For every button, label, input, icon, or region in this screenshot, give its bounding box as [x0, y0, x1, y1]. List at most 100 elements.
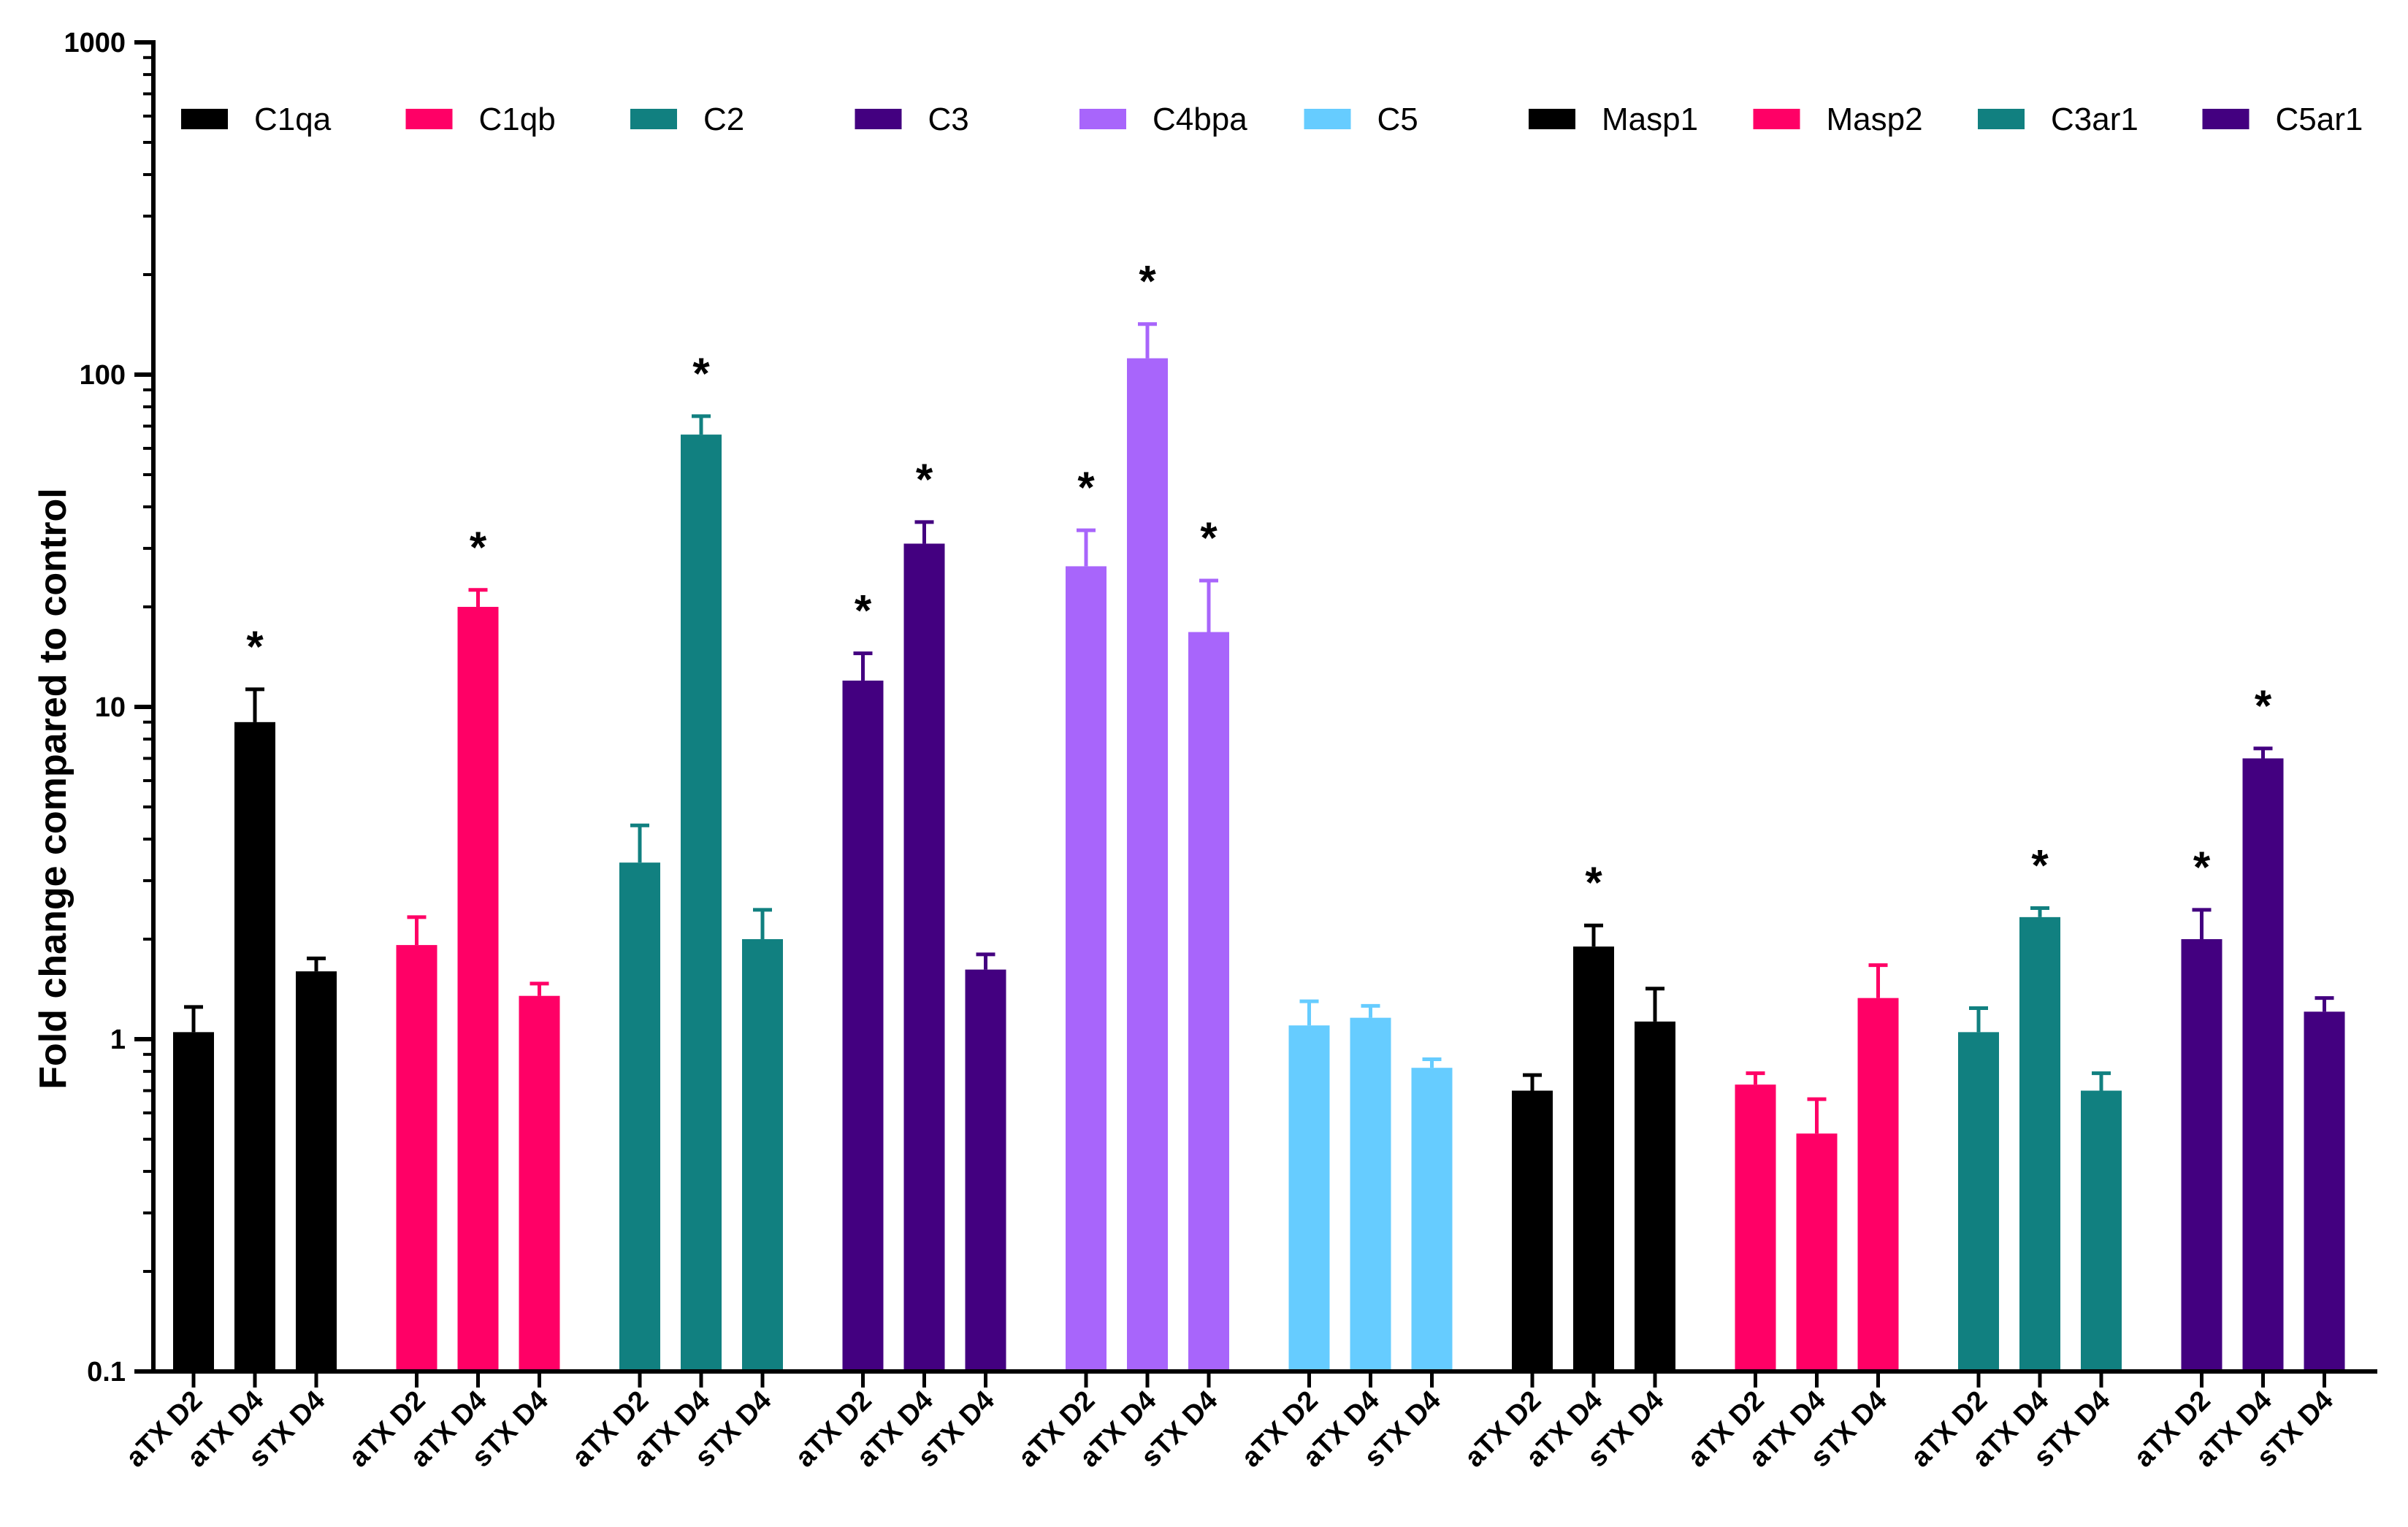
significance-star-C3-1: * — [916, 455, 933, 504]
bar-Masp2-1 — [1796, 1133, 1838, 1371]
error-bar-Masp1-1 — [1584, 923, 1603, 947]
error-bar-C4bpa-2 — [1199, 578, 1218, 632]
legend-item-C5ar1: C5ar1 — [2202, 102, 2363, 137]
significance-star-C5ar1-0: * — [2193, 843, 2211, 892]
legend-item-C1qb: C1qb — [405, 102, 556, 137]
legend-label-C2: C2 — [703, 102, 744, 137]
error-bar-C1qa-1 — [245, 687, 264, 722]
bar-C5ar1-1 — [2242, 758, 2284, 1371]
legend-swatch-C2 — [630, 109, 677, 129]
bar-C5ar1-2 — [2304, 1011, 2345, 1371]
significance-star-C1qa-1: * — [246, 622, 264, 671]
bar-Masp1-2 — [1635, 1021, 1675, 1371]
legend-swatch-Masp1 — [1529, 109, 1575, 129]
bar-C3ar1-1 — [2019, 916, 2060, 1371]
error-bar-C5-0 — [1299, 999, 1319, 1026]
legend-swatch-C3 — [855, 109, 902, 129]
bar-C1qb-0 — [396, 945, 437, 1371]
error-bar-C4bpa-1 — [1138, 322, 1157, 359]
legend-label-C4bpa: C4bpa — [1153, 102, 1247, 137]
legend-label-C1qa: C1qa — [254, 102, 332, 137]
legend-item-Masp1: Masp1 — [1529, 102, 1698, 137]
error-bar-C5ar1-2 — [2315, 996, 2334, 1012]
error-bar-C2-0 — [630, 823, 649, 863]
error-bar-C2-2 — [753, 908, 772, 940]
error-bar-C3-1 — [914, 520, 934, 544]
significance-star-C2-1: * — [692, 349, 710, 398]
y-tick-label-100: 100 — [80, 360, 126, 391]
bar-Masp1-1 — [1573, 946, 1614, 1371]
error-bar-C5-1 — [1361, 1003, 1380, 1018]
error-bar-C1qb-2 — [530, 981, 549, 996]
legend-swatch-C1qa — [181, 109, 228, 129]
significance-star-C1qb-1: * — [470, 523, 487, 572]
significance-star-C3ar1-1: * — [2031, 841, 2049, 890]
legend-swatch-Masp2 — [1753, 109, 1800, 129]
y-tick-label-0.1: 0.1 — [87, 1357, 126, 1388]
y-tick-label-10: 10 — [95, 692, 126, 723]
legend-label-C1qb: C1qb — [479, 102, 556, 137]
bar-C5-2 — [1411, 1068, 1453, 1371]
error-bar-C1qa-2 — [307, 956, 326, 972]
error-bar-C5ar1-0 — [2192, 908, 2212, 940]
significance-star-C5ar1-1: * — [2255, 681, 2272, 730]
legend-item-Masp2: Masp2 — [1753, 102, 1923, 137]
legend-label-C5: C5 — [1377, 102, 1418, 137]
bar-C3ar1-0 — [1958, 1032, 1999, 1371]
significance-star-Masp1-1: * — [1585, 858, 1602, 907]
legend-swatch-C5ar1 — [2202, 109, 2250, 129]
significance-star-C3-0: * — [855, 586, 872, 635]
bar-C5ar1-0 — [2181, 939, 2222, 1371]
legend-swatch-C1qb — [405, 109, 453, 129]
y-tick-label-1000: 1000 — [64, 28, 126, 58]
legend-label-C5ar1: C5ar1 — [2276, 102, 2363, 137]
error-bar-C4bpa-0 — [1077, 528, 1096, 567]
legend-label-C3: C3 — [928, 102, 969, 137]
error-bar-Masp2-0 — [1746, 1071, 1765, 1085]
error-bar-C2-1 — [692, 414, 711, 435]
bar-Masp2-2 — [1857, 998, 1899, 1371]
significance-star-C4bpa-1: * — [1139, 257, 1156, 306]
significance-star-C4bpa-2: * — [1200, 513, 1218, 562]
bar-C1qa-1 — [234, 722, 275, 1371]
error-bar-Masp2-2 — [1868, 963, 1888, 998]
bar-C4bpa-0 — [1066, 566, 1106, 1372]
bar-C3ar1-2 — [2081, 1090, 2122, 1371]
legend-item-C5: C5 — [1304, 102, 1418, 137]
error-bar-Masp2-1 — [1807, 1097, 1827, 1134]
legend-swatch-C5 — [1304, 109, 1351, 129]
error-bar-C1qa-0 — [184, 1005, 203, 1033]
bar-C2-0 — [619, 862, 660, 1371]
legend-item-C1qa: C1qa — [181, 102, 332, 137]
significance-star-C4bpa-0: * — [1077, 463, 1095, 512]
legend-item-C3: C3 — [855, 102, 969, 137]
bar-C4bpa-2 — [1188, 632, 1229, 1371]
legend: C1qa C1qb C2 C3 C4bpa C5 Masp1 Masp2 C3ar1 C5ar1 — [181, 102, 2363, 137]
y-axis-title: Fold change compared to control — [32, 488, 74, 1089]
error-bar-C5-2 — [1422, 1057, 1442, 1068]
legend-item-C2: C2 — [630, 102, 744, 137]
error-bar-C5ar1-1 — [2253, 746, 2273, 759]
bar-C2-1 — [681, 435, 722, 1372]
error-bar-C3-2 — [976, 952, 995, 970]
significance-layer: * * * * * * * * * * * * — [246, 257, 2272, 907]
bar-C1qa-0 — [173, 1032, 214, 1371]
error-bar-Masp1-0 — [1523, 1073, 1542, 1091]
legend-item-C3ar1: C3ar1 — [1978, 102, 2138, 137]
bar-C3-2 — [965, 969, 1006, 1371]
bar-C2-2 — [742, 939, 783, 1371]
bar-C3-0 — [842, 680, 884, 1371]
error-bars-layer — [184, 322, 2334, 1134]
error-bar-C3ar1-0 — [1969, 1006, 1988, 1033]
error-bar-C3-0 — [853, 651, 873, 681]
legend-item-C4bpa: C4bpa — [1079, 102, 1247, 137]
legend-label-Masp1: Masp1 — [1602, 102, 1698, 137]
bar-C1qa-2 — [296, 971, 337, 1371]
error-bar-C1qb-1 — [468, 588, 488, 608]
error-bar-Masp1-2 — [1646, 987, 1664, 1022]
legend-label-C3ar1: C3ar1 — [2051, 102, 2138, 137]
legend-label-Masp2: Masp2 — [1827, 102, 1923, 137]
bar-C3-1 — [903, 543, 945, 1371]
bar-C1qb-2 — [519, 995, 560, 1371]
